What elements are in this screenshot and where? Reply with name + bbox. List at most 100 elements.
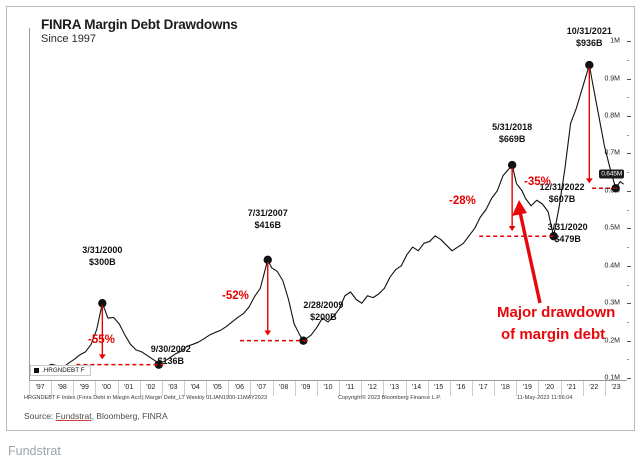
- x-axis-label: '10: [323, 384, 333, 391]
- callout-line2: of margin debt: [501, 326, 606, 343]
- y-axis-minor-tick: [627, 59, 629, 61]
- x-axis-separator: [228, 381, 230, 396]
- source-prefix: Source:: [24, 411, 56, 421]
- x-axis-label: '19: [522, 384, 532, 391]
- legend-swatch-icon: [34, 368, 39, 373]
- x-axis-separator: [449, 381, 451, 396]
- marker-trough-2020: [549, 232, 558, 241]
- label-peak-2021: 10/31/2021 $936B: [566, 26, 612, 48]
- y-axis-label: 0.8M: [604, 112, 620, 120]
- y-axis-spine: [29, 28, 30, 380]
- drawdown-2-arrow: [264, 262, 272, 336]
- y-axis-label: 0.6M: [604, 187, 620, 195]
- y-axis-label: 0.5M: [604, 224, 620, 232]
- y-axis-label: 0.7M: [604, 149, 620, 157]
- y-axis-minor-tick: [627, 284, 629, 286]
- y-axis-tick: [627, 190, 631, 192]
- label-trough-2002: 9/30/2002 $136B: [150, 344, 191, 366]
- source-link: Fundstrat: [55, 411, 92, 421]
- marker-peak-2007: [263, 255, 272, 264]
- x-axis-label: '09: [301, 384, 311, 391]
- y-axis-tick: [627, 78, 631, 80]
- x-axis-label: '23: [611, 384, 621, 391]
- page-subtitle: Since 1997: [41, 33, 97, 45]
- x-axis-label: '98: [57, 384, 67, 391]
- label-drawdown-1-pct: -55%: [88, 334, 115, 346]
- drawdown-3-arrow: [508, 167, 516, 231]
- chart-legend: .HRGNDEBT F: [30, 365, 91, 376]
- x-axis-label: '14: [412, 384, 422, 391]
- x-axis-separator: [206, 381, 208, 396]
- y-axis-tick: [627, 265, 631, 267]
- x-axis-separator: [604, 381, 606, 396]
- y-axis-tick: [627, 340, 631, 342]
- x-axis-separator: [117, 381, 119, 396]
- x-axis-label: '22: [589, 384, 599, 391]
- x-axis-separator: [582, 381, 584, 396]
- x-axis-label: '03: [168, 384, 178, 391]
- y-axis-current-value-badge: 0.645M: [599, 169, 624, 179]
- x-axis-separator: [427, 381, 429, 396]
- x-axis-separator: [95, 381, 97, 396]
- callout-line1: Major drawdown: [497, 304, 616, 321]
- marker-peak-2018: [507, 160, 517, 170]
- x-axis-separator: [339, 381, 341, 396]
- x-axis-separator: [494, 381, 496, 396]
- chart-plot-area: 1M 0.9M 0.8M 0.7M 0.6M 0.5M 0.4M 0.3M 0.2M 0.1M 0.…: [29, 28, 631, 382]
- fundstrat-watermark: Fundstrat: [8, 444, 61, 458]
- y-axis-label: 0.1M: [604, 374, 620, 382]
- y-axis-minor-tick: [627, 321, 629, 323]
- y-axis-label: 1M: [610, 37, 620, 45]
- x-axis-separator: [538, 381, 540, 396]
- x-axis-label: '21: [567, 384, 577, 391]
- y-axis-minor-tick: [627, 134, 629, 136]
- y-axis-label: 0.2M: [604, 337, 620, 345]
- x-axis-label: '20: [544, 384, 555, 391]
- y-axis-tick: [627, 228, 631, 230]
- label-trough-2022: 12/31/2022 $607B: [539, 182, 585, 204]
- marker-trough-2002: [154, 360, 163, 369]
- label-peak-2018: 5/31/2018 $669B: [492, 122, 533, 144]
- label-drawdown-2-pct: -52%: [222, 290, 249, 302]
- x-axis-separator: [516, 381, 518, 396]
- x-axis-label: '16: [456, 384, 466, 391]
- x-axis-separator: [294, 381, 296, 396]
- bloomberg-meta-left: HRGNDEBT F Index (Finra Debt in Margin A…: [24, 395, 268, 401]
- x-axis-separator: [361, 381, 363, 396]
- x-axis-separator: [73, 381, 75, 396]
- margin-debt-series-line: [29, 64, 624, 375]
- x-axis-label: '18: [500, 384, 510, 391]
- y-axis-minor-tick: [627, 209, 629, 211]
- x-axis-label: '97: [35, 384, 45, 391]
- page-title: FINRA Margin Debt Drawdowns: [41, 17, 238, 32]
- x-axis-label: '04: [190, 384, 200, 391]
- marker-peak-2021: [585, 60, 594, 70]
- x-axis-label: '05: [212, 384, 222, 391]
- label-peak-2000: 3/31/2000 $300B: [82, 245, 123, 267]
- y-axis-tick: [627, 116, 631, 117]
- y-axis-minor-tick: [627, 247, 629, 249]
- x-axis-label: '08: [279, 384, 289, 391]
- x-axis-separator: [316, 381, 318, 396]
- source-note: Source: Fundstrat, Bloomberg, FINRA: [24, 411, 168, 421]
- label-drawdown-3-pct: -28%: [449, 195, 476, 207]
- x-axis-label: '17: [478, 384, 488, 391]
- source-rest: , Bloomberg, FINRA: [91, 411, 168, 421]
- x-axis-label: '02: [146, 384, 156, 391]
- drawdown-4-arrow: [585, 67, 593, 184]
- x-axis-separator: [139, 381, 141, 396]
- bloomberg-meta-right: 11-May-2023 11:56:04: [517, 395, 573, 401]
- bloomberg-meta-center: Copyright© 2023 Bloomberg Finance L.P.: [338, 395, 441, 401]
- marker-peak-2000: [98, 299, 107, 308]
- x-axis-separator: [560, 381, 562, 396]
- drawdown-1-arrow: [98, 305, 106, 360]
- margin-debt-line-chart: [29, 60, 624, 375]
- x-axis-separator: [383, 381, 385, 396]
- x-axis-separator: [272, 381, 274, 396]
- x-axis-label: '13: [389, 384, 399, 391]
- y-axis-label: 0.4M: [604, 262, 620, 270]
- y-axis-tick: [627, 41, 631, 43]
- label-drawdown-4-pct: -35%: [524, 176, 551, 188]
- x-axis-separator: [471, 381, 473, 396]
- x-axis: '97 '98 '99 '00 '01 '02 '03 '04 '05 '06 '07 '08 '09 '…: [29, 380, 627, 396]
